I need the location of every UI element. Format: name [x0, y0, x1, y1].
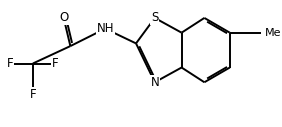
Text: Me: Me: [265, 28, 281, 38]
Text: O: O: [59, 11, 68, 24]
Text: S: S: [151, 11, 158, 24]
Text: NH: NH: [96, 22, 114, 35]
Text: F: F: [7, 57, 13, 70]
Text: F: F: [52, 57, 59, 70]
Text: N: N: [150, 76, 159, 89]
Text: F: F: [30, 88, 36, 101]
